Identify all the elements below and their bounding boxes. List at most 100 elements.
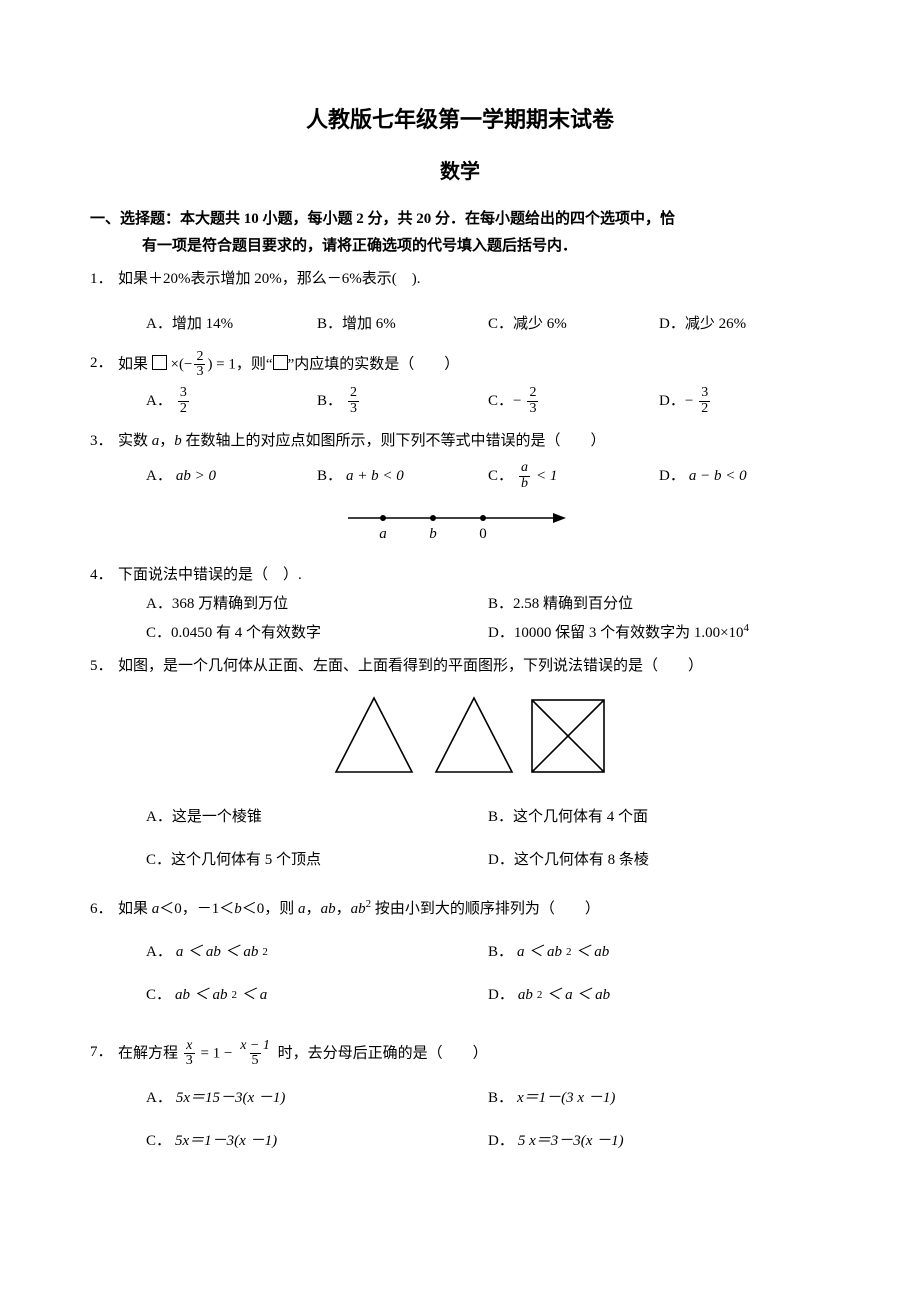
q3-comma: ，	[159, 433, 174, 449]
q7-options-1: A．5x＝15－3(x －1) B．x＝1－(3 x －1)	[118, 1085, 830, 1118]
q2-a-label: A．	[146, 388, 172, 415]
q4-opt-b: B．2.58 精确到百分位	[488, 591, 830, 618]
q5-figures	[118, 690, 830, 790]
q6-b-expr: a ＜ ab	[517, 939, 562, 966]
q7-a-expr: 5x＝15－3(x －1)	[176, 1085, 286, 1112]
q7-opt-d: D．5 x＝3－3(x －1)	[488, 1128, 830, 1155]
axis-label-b: b	[429, 526, 437, 542]
q3-c-num: a	[519, 461, 530, 476]
q3-number-line: a b 0	[348, 504, 830, 554]
q6-d-expr: ab	[518, 982, 533, 1009]
q2-stem-post: ) = 1，则“	[207, 356, 272, 372]
q4-opt-d: D．10000 保留 3 个有效数字为 1.00×104	[488, 620, 830, 647]
q6-stem: 如果 a＜0，－1＜b＜0，则 a，ab，ab2 按由小到大的顺序排列为（ ）	[118, 896, 830, 923]
q6-b-post: ＜ ab	[576, 939, 610, 966]
q2-a-den: 2	[178, 401, 189, 417]
page-title: 人教版七年级第一学期期末试卷	[90, 100, 830, 140]
q4-opt-c: C．0.0450 有 4 个有效数字	[146, 620, 488, 647]
q5-options: A．这是一个棱锥 B．这个几何体有 4 个面	[118, 804, 830, 837]
q2-number: 2．	[90, 350, 118, 423]
q2-d-label: D．−	[659, 388, 693, 415]
q2-c-den: 3	[527, 401, 538, 417]
q6-s2: ，	[336, 901, 351, 917]
q7-c-expr: 5x＝1－3(x －1)	[175, 1128, 277, 1155]
section-label: 一、	[90, 211, 120, 227]
q7-b-expr: x＝1－(3 x －1)	[517, 1085, 615, 1112]
q2-frac: 23	[194, 350, 205, 380]
q6-a-expr: a ＜ ab ＜ ab	[176, 939, 259, 966]
section-text-line2: 有一项是符合题目要求的，请将正确选项的代号填入题后括号内．	[90, 233, 830, 260]
q2-options: A．32 B．23 C．−23 D．−32	[118, 386, 830, 422]
square-placeholder-icon	[152, 355, 167, 370]
q1-opt-a: A．增加 14%	[146, 311, 317, 338]
q6-opt-c: C．ab ＜ ab2＜ a	[146, 982, 488, 1009]
question-5: 5． 如图，是一个几何体从正面、左面、上面看得到的平面图形，下列说法错误的是（ …	[90, 653, 830, 880]
q2-stem-mid: ×(−	[167, 356, 193, 372]
question-1: 1． 如果＋20%表示增加 20%，那么－6%表示( ). A．增加 14% B…	[90, 266, 830, 344]
q1-number: 1．	[90, 266, 118, 344]
q2-stem: 如果 ×(−23) = 1，则“”内应填的实数是（ ）	[118, 350, 830, 380]
q3-b-expr: a + b < 0	[346, 463, 404, 490]
q4-row2: C．0.0450 有 4 个有效数字 D．10000 保留 3 个有效数字为 1…	[118, 620, 830, 647]
q2-c-num: 2	[527, 386, 538, 401]
q4-number: 4．	[90, 562, 118, 647]
q2-b-num: 2	[348, 386, 359, 401]
q6-b-pre: B．	[488, 939, 513, 966]
q3-b-pre: B．	[317, 463, 342, 490]
q4-d-sup: 4	[744, 622, 750, 634]
q6-options-1: A．a ＜ ab ＜ ab2 B．a ＜ ab2＜ ab	[118, 939, 830, 972]
q6-t3: ab	[351, 901, 366, 917]
q5-opt-b: B．这个几何体有 4 个面	[488, 804, 830, 831]
section-text-line1: 选择题：本大题共 10 小题，每小题 2 分，共 20 分．在每小题给出的四个选…	[120, 211, 675, 227]
q2-b-label: B．	[317, 388, 342, 415]
q3-stem-pre: 实数	[118, 433, 152, 449]
q2-b-den: 3	[348, 401, 359, 417]
geometry-views-icon	[324, 690, 624, 780]
axis-label-a: a	[379, 526, 387, 542]
q6-t1: a	[298, 901, 306, 917]
q6-d-pre: D．	[488, 982, 514, 1009]
q5-opt-a: A．这是一个棱锥	[146, 804, 488, 831]
q6-cond1: ＜0，－1＜	[159, 901, 234, 917]
q5-opt-c: C．这个几何体有 5 个顶点	[146, 847, 488, 874]
q7-pre: 在解方程	[118, 1045, 182, 1061]
square-placeholder-icon	[273, 355, 288, 370]
q4-stem: 下面说法中错误的是（ ）.	[118, 562, 830, 589]
q3-c-pre: C．	[488, 463, 513, 490]
q7-stem: 在解方程 x3 = 1 − x − 15 时，去分母后正确的是（ ）	[118, 1039, 830, 1069]
q3-stem-post: 在数轴上的对应点如图所示，则下列不等式中错误的是（ ）	[182, 433, 606, 449]
q7-opt-b: B．x＝1－(3 x －1)	[488, 1085, 830, 1112]
q5-stem: 如图，是一个几何体从正面、左面、上面看得到的平面图形，下列说法错误的是（ ）	[118, 653, 830, 680]
q7-post: 时，去分母后正确的是（ ）	[274, 1045, 488, 1061]
q7-options-2: C．5x＝1－3(x －1) D．5 x＝3－3(x －1)	[118, 1128, 830, 1161]
q5-opt-d: D．这个几何体有 8 条棱	[488, 847, 830, 874]
q3-opt-a: A．ab > 0	[146, 461, 317, 491]
q6-opt-d: D．ab2＜ a ＜ ab	[488, 982, 830, 1009]
q2-stem-post2: ”内应填的实数是（ ）	[288, 356, 460, 372]
section-1-heading: 一、选择题：本大题共 10 小题，每小题 2 分，共 20 分．在每小题给出的四…	[90, 206, 830, 260]
q3-opt-c: C．ab < 1	[488, 461, 659, 491]
question-2: 2． 如果 ×(−23) = 1，则“”内应填的实数是（ ） A．32 B．23…	[90, 350, 830, 423]
q4-row1: A．368 万精确到万位 B．2.58 精确到百分位	[118, 591, 830, 618]
q6-a-pre: A．	[146, 939, 172, 966]
q7-f1n: x	[184, 1039, 194, 1054]
q6-post: 按由小到大的顺序排列为（ ）	[371, 901, 600, 917]
q3-number: 3．	[90, 428, 118, 555]
q6-t2: ab	[321, 901, 336, 917]
q2-opt-d: D．−32	[659, 386, 830, 416]
q2-a-num: 3	[178, 386, 189, 401]
q7-opt-c: C．5x＝1－3(x －1)	[146, 1128, 488, 1155]
q7-f2n: x − 1	[238, 1039, 272, 1054]
q6-cond2: ＜0，则	[242, 901, 298, 917]
question-4: 4． 下面说法中错误的是（ ）. A．368 万精确到万位 B．2.58 精确到…	[90, 562, 830, 647]
q2-frac-num: 2	[194, 350, 205, 365]
q3-options: A．ab > 0 B．a + b < 0 C．ab < 1 D．a − b < …	[118, 461, 830, 497]
q2-c-label: C．−	[488, 388, 521, 415]
question-3: 3． 实数 a ， b 在数轴上的对应点如图所示，则下列不等式中错误的是（ ） A．…	[90, 428, 830, 555]
q7-opt-a: A．5x＝15－3(x －1)	[146, 1085, 488, 1112]
q3-a-expr: ab > 0	[176, 463, 216, 490]
q2-opt-a: A． 32	[146, 386, 317, 416]
q6-opt-a: A．a ＜ ab ＜ ab2	[146, 939, 488, 966]
q4-opt-a: A．368 万精确到万位	[146, 591, 488, 618]
q3-d-expr: a − b < 0	[689, 463, 747, 490]
